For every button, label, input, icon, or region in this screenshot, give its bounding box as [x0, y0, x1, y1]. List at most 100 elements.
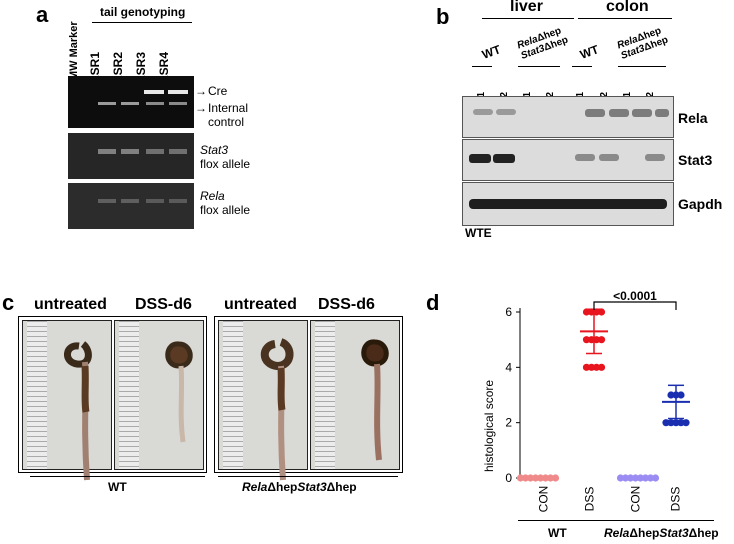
blot-stat3: [462, 139, 674, 181]
liver-underline: [482, 18, 574, 19]
gel-band: [121, 102, 139, 105]
wt-group-label: WT: [108, 480, 127, 494]
panel-letter-d: d: [426, 290, 440, 315]
control-label: control: [208, 115, 245, 129]
ko-group-label: RelaΔhepStat3Δhep: [242, 480, 357, 494]
wt-label: WT: [480, 42, 503, 62]
wt-label: WT: [578, 42, 601, 62]
data-point: [582, 308, 591, 316]
colon-underline: [578, 18, 672, 19]
stat3-flox-label: flox allele: [200, 157, 251, 171]
rela-flox-label: flox allele: [200, 203, 251, 217]
data-point: [551, 474, 560, 482]
data-point: [667, 391, 675, 399]
data-point: [651, 474, 660, 482]
data-point: [662, 419, 670, 427]
blot-band: [469, 199, 667, 209]
blot-band: [496, 109, 516, 115]
gel-band: [146, 149, 164, 154]
data-point: [582, 336, 591, 344]
blot-band: [585, 109, 605, 117]
column-label: DSS-d6: [135, 296, 192, 313]
data-point: [616, 474, 625, 482]
blot-band: [575, 154, 595, 161]
x-tick-label: DSS: [668, 486, 683, 512]
data-point: [597, 363, 606, 371]
colon-specimen: [260, 338, 294, 481]
ruler: [223, 321, 243, 469]
blot-band: [645, 154, 665, 161]
data-point: [582, 363, 591, 371]
data-point: [516, 474, 525, 482]
gel-band: [121, 149, 139, 154]
stat3-label: Stat3: [200, 143, 229, 157]
cre-label: Cre: [208, 84, 228, 98]
data-point: [597, 308, 606, 316]
colon-photo: [310, 320, 400, 470]
y-axis-label: histological score: [482, 379, 496, 472]
ko-group-underline: [606, 520, 714, 521]
histological-score-chart: 0 2 4 6 <0.0001: [505, 290, 690, 485]
y-tick-label: 0: [505, 471, 512, 485]
gel-band: [121, 199, 139, 203]
panel-letter-a: a: [36, 2, 49, 27]
arrow-icon: →: [195, 84, 207, 98]
gel-band: [169, 199, 187, 203]
colon-photo: [114, 320, 204, 470]
ruler: [119, 321, 139, 469]
gel-band: [98, 102, 116, 105]
wt-group-underline: [518, 520, 608, 521]
panel-letter-b: b: [436, 4, 450, 29]
group-underline: [572, 66, 592, 67]
p-value-label: <0.0001: [613, 290, 657, 303]
ko-group-label: RelaΔhepStat3Δhep: [604, 526, 719, 540]
mw-marker-label: MW Marker: [68, 21, 80, 80]
gel-band: [169, 102, 187, 105]
gel-image-stat3: [68, 133, 194, 179]
colon-specimen: [64, 341, 92, 481]
group-underline: [472, 66, 492, 67]
colon-photo: [218, 320, 308, 481]
wte-label: WTE: [465, 226, 492, 240]
x-tick-label: CON: [536, 485, 551, 513]
gel-band: [169, 149, 187, 154]
blot-band: [655, 109, 669, 117]
protein-label-rela: Rela: [678, 110, 708, 126]
gel-band: [98, 149, 116, 154]
y-tick-label: 2: [505, 416, 512, 430]
ko-group-underline: [218, 476, 398, 477]
gel-header-title: tail genotyping: [100, 5, 186, 19]
column-label: untreated: [224, 296, 297, 313]
gel-band: [146, 102, 164, 105]
wt-group-label: WT: [548, 526, 567, 540]
protein-label-stat3: Stat3: [678, 152, 713, 168]
colon-specimen: [165, 341, 193, 443]
gel-image-rela: [68, 183, 194, 229]
gel-band: [144, 90, 164, 94]
arrow-icon: →: [195, 101, 207, 115]
protein-label-gapdh: Gapdh: [678, 196, 723, 212]
wt-group-underline: [30, 476, 205, 477]
wt-photo-frame: [18, 316, 207, 473]
colon-specimen: [361, 339, 389, 461]
ko-label: RelaΔhep Stat3Δhep: [615, 25, 670, 62]
blot-band: [599, 154, 619, 161]
blot-band: [473, 109, 493, 115]
x-tick-label: CON: [628, 485, 643, 513]
panel-letter-c: c: [2, 290, 15, 315]
blot-band: [469, 154, 491, 163]
blot-band: [609, 109, 629, 117]
gel-header-underline: [92, 22, 192, 23]
x-tick-label: DSS: [582, 486, 597, 512]
data-point: [672, 419, 680, 427]
column-label: DSS-d6: [318, 296, 375, 313]
ruler: [27, 321, 47, 469]
y-tick-label: 4: [505, 360, 512, 374]
data-point: [667, 419, 675, 427]
blot-band: [493, 154, 515, 163]
data-point: [677, 419, 685, 427]
data-point: [597, 336, 606, 344]
gel-band: [146, 199, 164, 203]
y-tick-label: 6: [505, 305, 512, 319]
blot-band: [632, 109, 652, 117]
